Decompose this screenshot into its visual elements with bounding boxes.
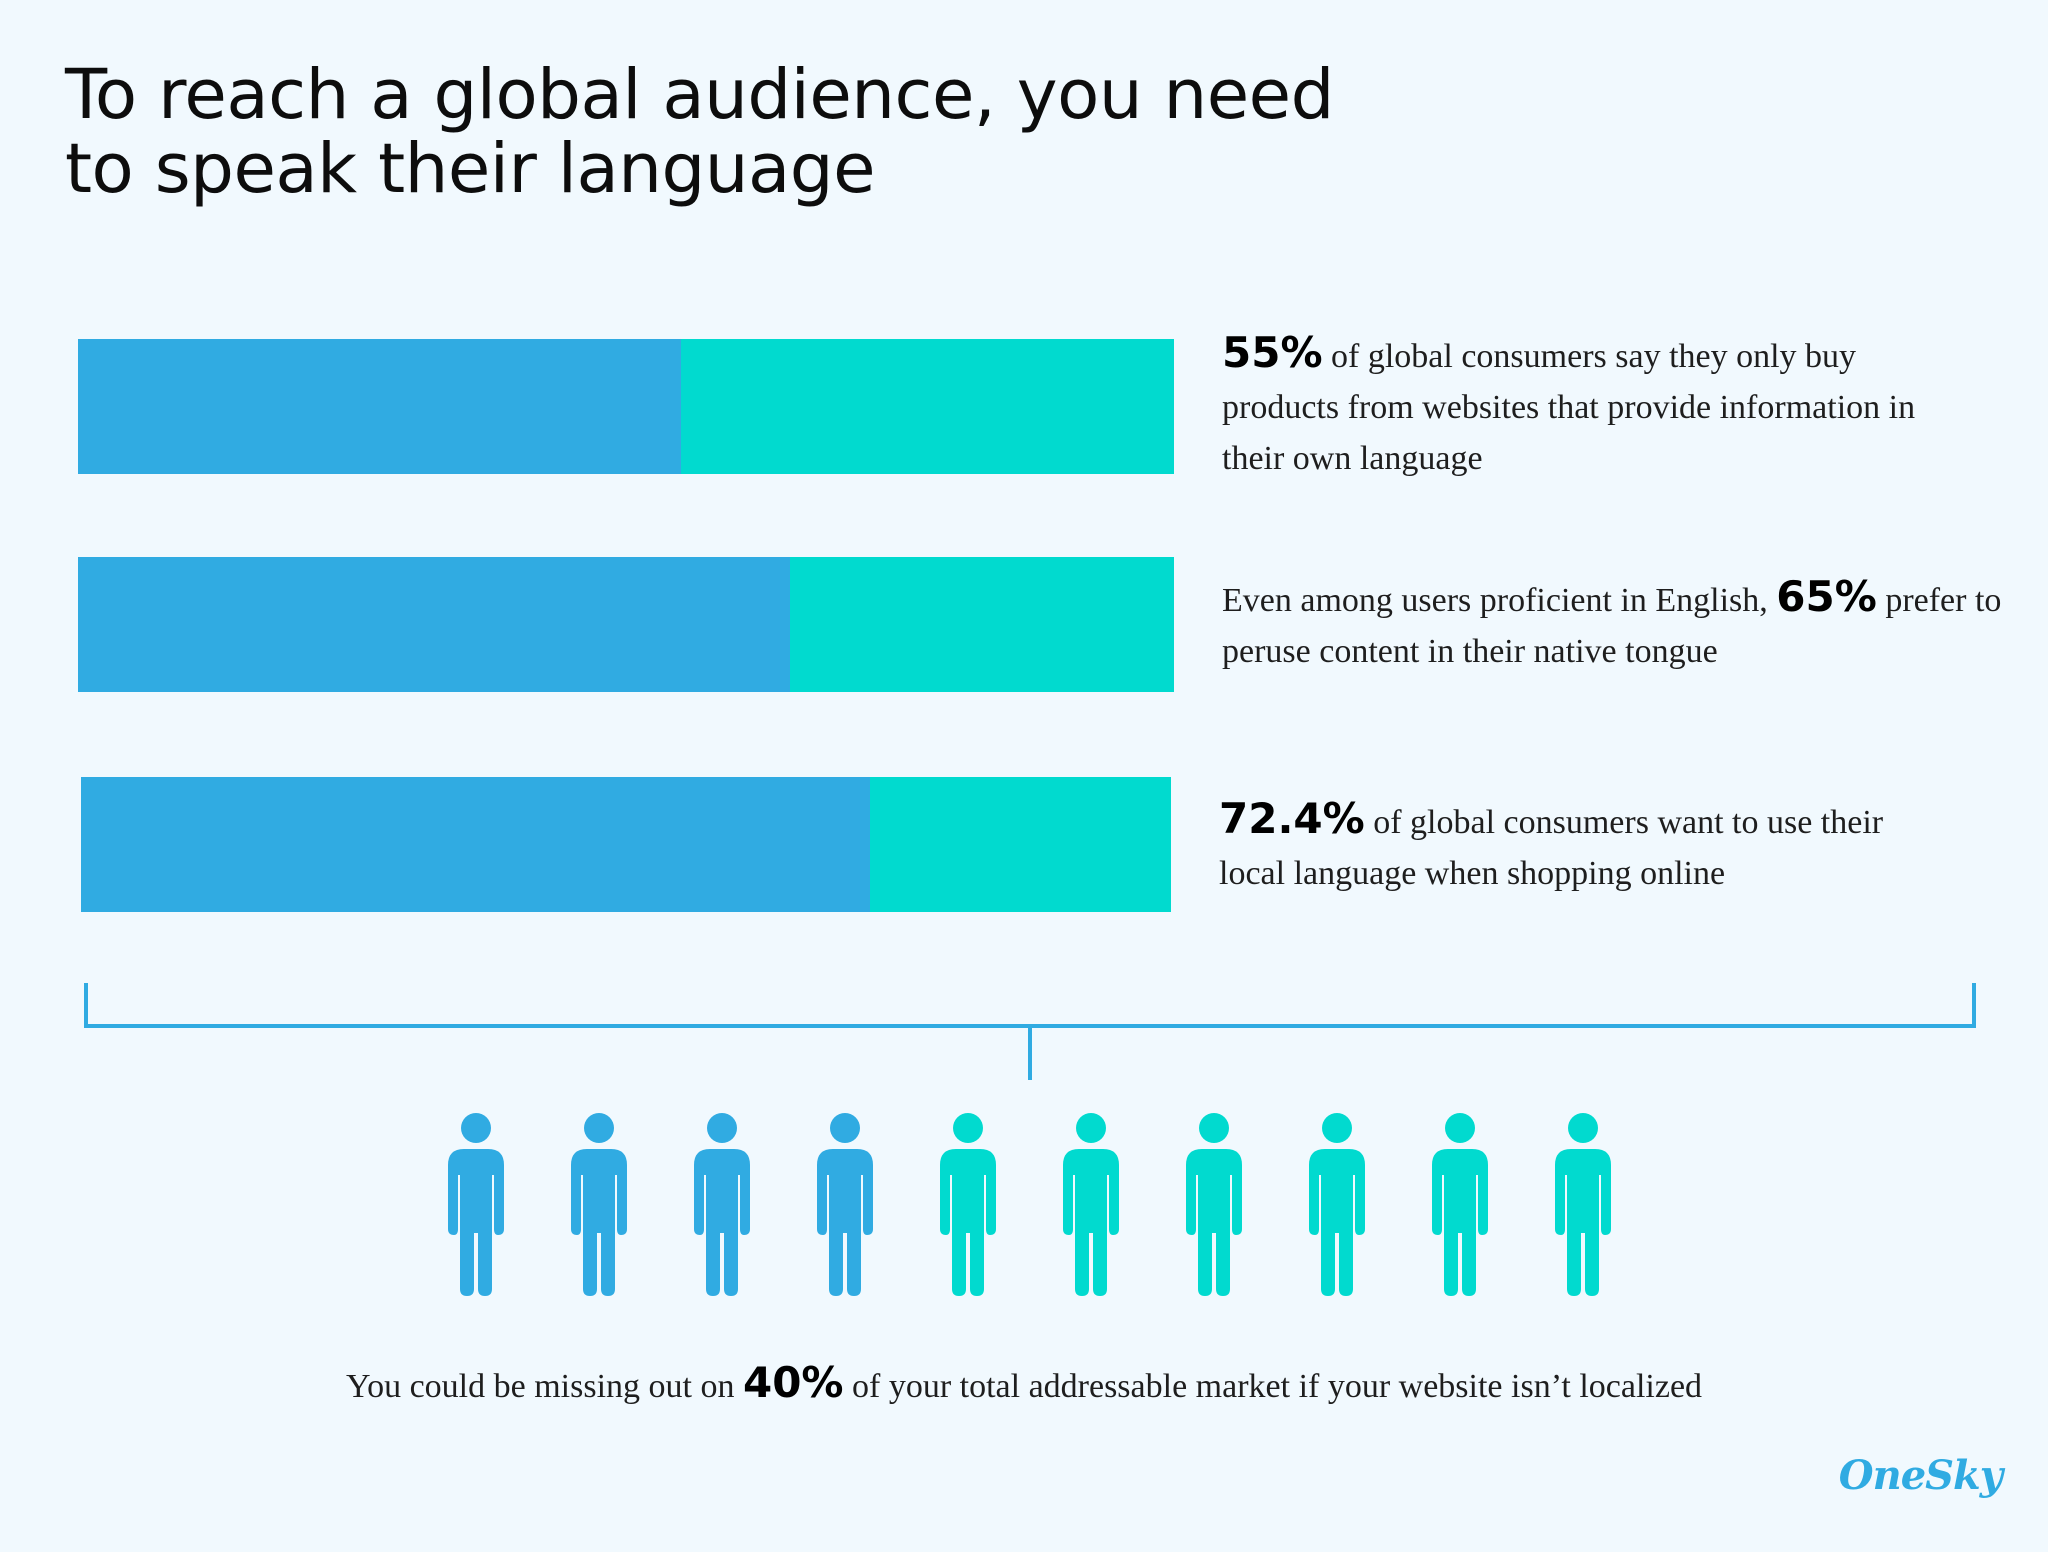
stat-2-value: 65% [1776, 572, 1877, 621]
person-icon [1063, 1113, 1119, 1296]
stat-1-text: 55% of global consumers say they only bu… [1222, 327, 1922, 484]
bar-3-fill [81, 777, 871, 912]
stat-2-text: Even among users proficient in English, … [1222, 571, 2002, 677]
stat-1-value: 55% [1222, 328, 1323, 377]
person-icon [1432, 1113, 1488, 1296]
page-title: To reach a global audience, you need to … [65, 58, 1465, 206]
stat-3-value: 72.4% [1219, 794, 1365, 843]
stat-2-prefix: Even among users proficient in English, [1222, 582, 1777, 619]
bar-3 [81, 777, 1171, 912]
person-icon [1309, 1113, 1365, 1296]
stat-1-suffix: of global consumers say they only buy pr… [1222, 338, 1916, 477]
stat-3-text: 72.4% of global consumers want to use th… [1219, 793, 1939, 899]
title-line-2: to speak their language [65, 129, 876, 209]
stat-2-suffix: prefer to peruse content in their native… [1222, 582, 2002, 670]
bar-1 [78, 339, 1174, 474]
bar-2 [78, 557, 1174, 692]
footer-text: You could be missing out on 40% of your … [0, 1358, 2048, 1407]
person-icon-highlighted [817, 1113, 873, 1296]
footer-suffix: of your total addressable market if your… [843, 1368, 1703, 1405]
footer-highlight: 40% [742, 1358, 844, 1407]
title-line-1: To reach a global audience, you need [65, 55, 1334, 135]
person-icon-highlighted [448, 1113, 504, 1296]
bar-1-fill [78, 339, 681, 474]
bar-2-fill [78, 557, 791, 692]
person-icon [1186, 1113, 1242, 1296]
person-icon-highlighted [571, 1113, 627, 1296]
stat-3-suffix: of global consumers want to use their lo… [1219, 804, 1884, 892]
onesky-logo: OneSky [1838, 1452, 2003, 1499]
person-icon [1555, 1113, 1611, 1296]
footer-prefix: You could be missing out on [345, 1368, 743, 1405]
person-icon-highlighted [694, 1113, 750, 1296]
person-icon [940, 1113, 996, 1296]
